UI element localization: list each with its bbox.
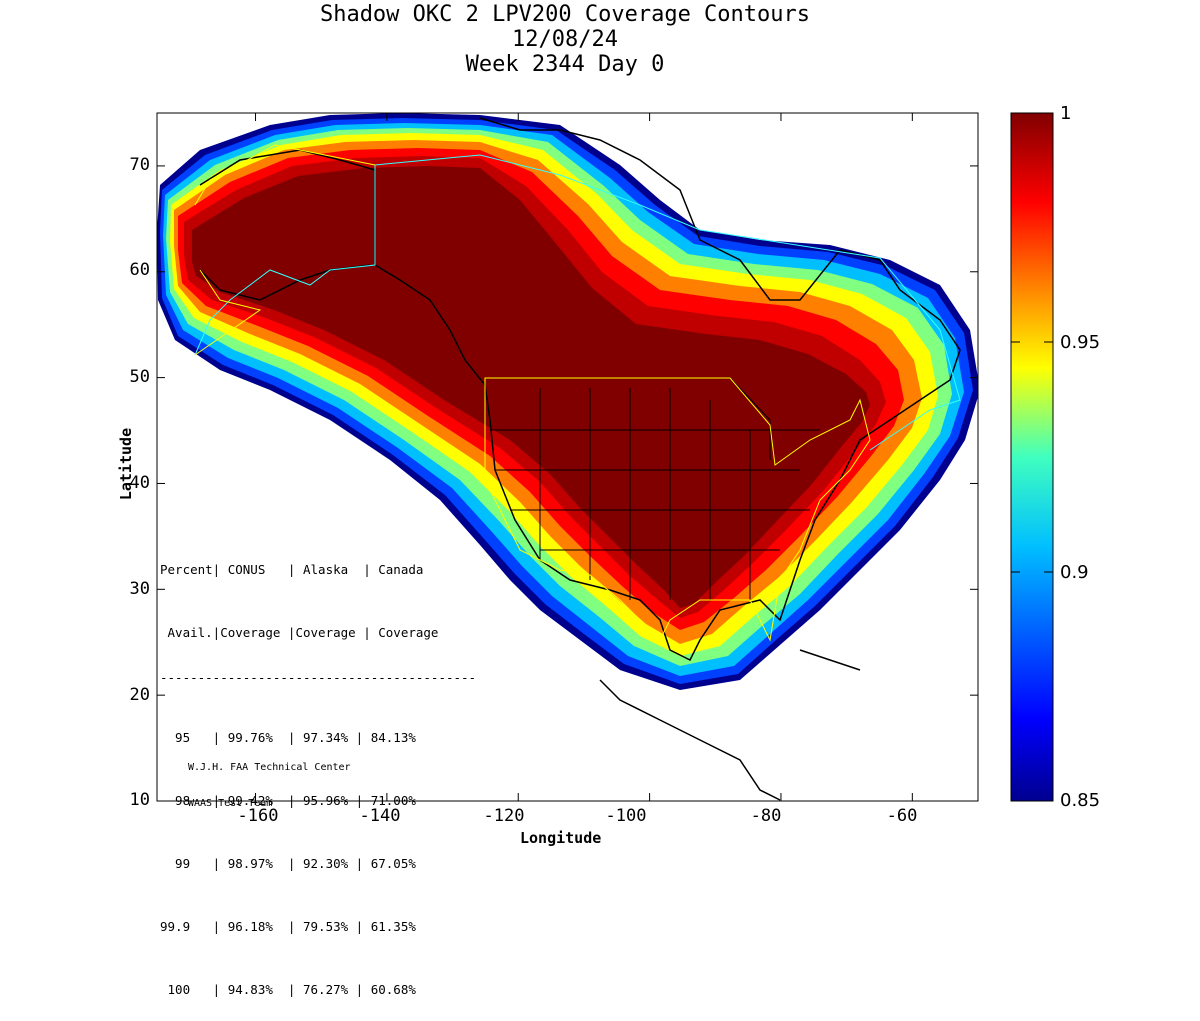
x-tick-label: -120 bbox=[483, 806, 525, 826]
x-axis-label: Longitude bbox=[520, 829, 602, 847]
chart-title: Shadow OKC 2 LPV200 Coverage Contours bbox=[319, 2, 811, 27]
credit-line: W.J.H. FAA Technical Center bbox=[188, 762, 351, 773]
y-tick-label: 60 bbox=[129, 260, 150, 280]
colorbar-tick-label: 1 bbox=[1060, 103, 1072, 124]
colorbar-tick-label: 0.95 bbox=[1060, 332, 1101, 353]
credit-text: W.J.H. FAA Technical Center WAAS Test Te… bbox=[188, 738, 351, 822]
x-tick-label: -80 bbox=[750, 806, 782, 826]
table-header: Percent| CONUS | Alaska | Canada bbox=[160, 562, 424, 577]
x-tick-label: -160 bbox=[237, 806, 279, 826]
plot-frame bbox=[156, 112, 979, 802]
y-tick-label: 30 bbox=[129, 579, 150, 599]
y-tick-label: 20 bbox=[129, 685, 150, 705]
credit-line: WAAS Test Team bbox=[188, 798, 273, 809]
colorbar bbox=[1010, 112, 1054, 802]
chart-week: Week 2344 Day 0 bbox=[465, 52, 665, 77]
table-header: Avail.|Coverage |Coverage | Coverage bbox=[160, 625, 439, 640]
y-axis-label: Latitude bbox=[117, 427, 136, 501]
coverage-map bbox=[156, 112, 1054, 802]
colorbar-tick-label: 0.9 bbox=[1060, 562, 1089, 583]
y-tick-label: 50 bbox=[129, 367, 150, 387]
table-row: 99 | 98.97% | 92.30% | 67.05% bbox=[160, 856, 416, 871]
x-tick-label: -100 bbox=[605, 806, 647, 826]
table-row: 100 | 94.83% | 76.27% | 60.68% bbox=[160, 982, 416, 997]
x-tick-label: -60 bbox=[886, 806, 918, 826]
table-rule: ----------------------------------------… bbox=[160, 670, 477, 685]
colorbar-tick-label: 0.85 bbox=[1060, 790, 1101, 811]
tick-marks bbox=[157, 113, 978, 802]
x-tick-label: -140 bbox=[359, 806, 401, 826]
coverage-contours bbox=[157, 113, 978, 690]
table-row: 99.9 | 96.18% | 79.53% | 61.35% bbox=[160, 919, 416, 934]
table-row: 95 | 99.76% | 97.34% | 84.13% bbox=[160, 730, 416, 745]
y-tick-label: 40 bbox=[129, 473, 150, 493]
chart-date: 12/08/24 bbox=[512, 27, 618, 52]
y-tick-label: 70 bbox=[129, 155, 150, 175]
coastlines bbox=[199, 117, 961, 801]
table-row: 98 | 99.42% | 95.96% | 71.00% bbox=[160, 793, 416, 808]
region-boundaries bbox=[194, 144, 961, 642]
y-tick-label: 10 bbox=[129, 790, 150, 810]
